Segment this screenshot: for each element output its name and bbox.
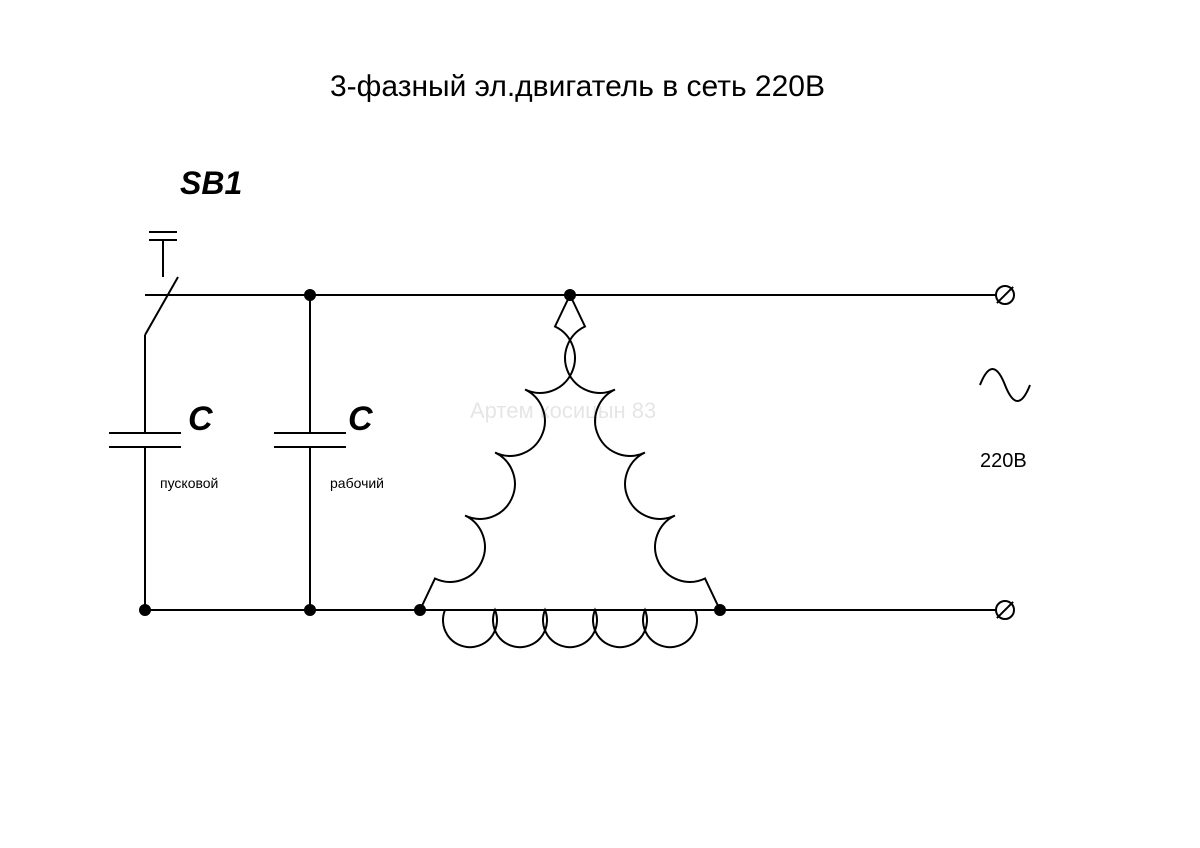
label-start-sub: пусковой — [160, 475, 218, 491]
label-voltage: 220В — [980, 450, 1027, 473]
label-c-start: C — [188, 400, 213, 439]
terminal-top — [996, 286, 1014, 304]
label-c-run: C — [348, 400, 373, 439]
label-run-sub: рабочий — [330, 475, 384, 491]
winding-bottom — [420, 610, 720, 647]
terminal-bottom — [996, 601, 1014, 619]
label-sb1: SB1 — [180, 165, 242, 202]
node-start-cap-bot — [140, 605, 150, 615]
watermark: Артем косицын 83 — [470, 398, 656, 424]
winding-right — [565, 295, 720, 610]
diagram-title: 3-фазный эл.двигатель в сеть 220В — [330, 70, 825, 104]
ac-sine-icon — [980, 369, 1030, 401]
node-motor-bl — [415, 605, 425, 615]
node-motor-top — [565, 290, 575, 300]
node-run-cap-top — [305, 290, 315, 300]
node-run-cap-bot — [305, 605, 315, 615]
node-motor-br — [715, 605, 725, 615]
winding-left — [420, 295, 575, 610]
circuit-diagram — [0, 0, 1200, 848]
